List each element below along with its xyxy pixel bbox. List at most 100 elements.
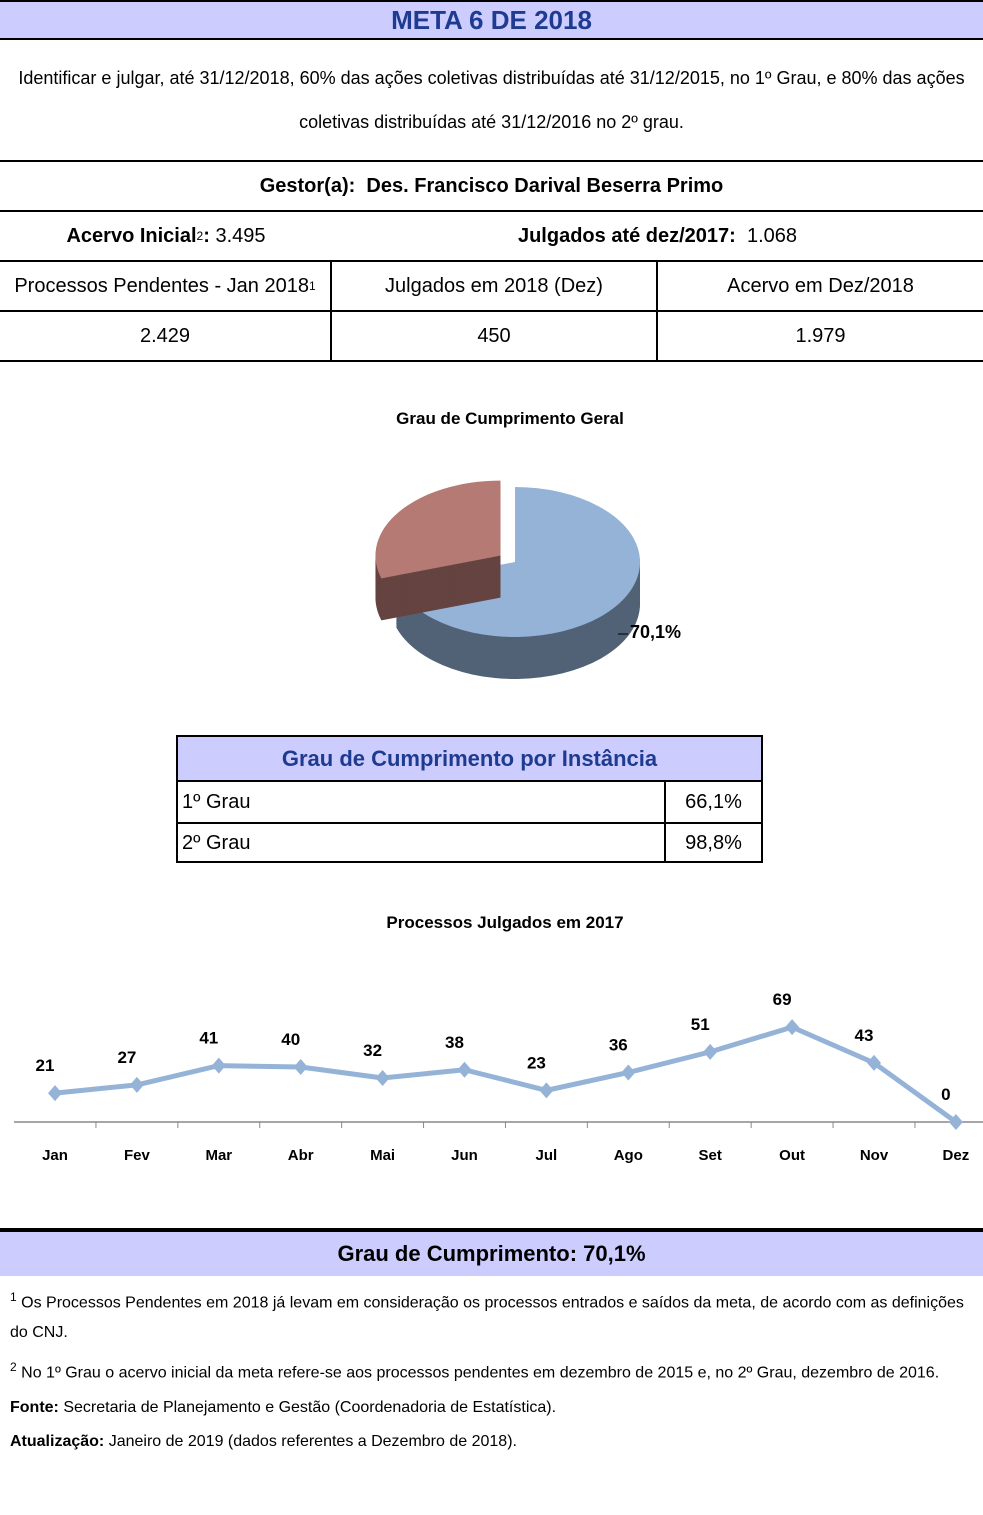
data-label: 21 (36, 1056, 55, 1075)
x-tick-label: Ago (614, 1147, 643, 1164)
title-row: META 6 DE 2018 (0, 0, 983, 40)
data-label: 27 (117, 1048, 136, 1067)
judged-value: 1.068 (746, 224, 798, 247)
value-text: 450 (477, 324, 511, 347)
header-cell: Processos Pendentes - Jan 2018 1 (0, 262, 332, 310)
x-tick-label: Jan (42, 1147, 68, 1164)
instance-label: 2º Grau (178, 824, 666, 863)
line-point (48, 1085, 62, 1102)
line-chart: Processos Julgados em 2017 Jan Fev Mar Abr M… (14, 913, 983, 1164)
header-note: 1 (308, 279, 316, 293)
manager-name: Des. Francisco Darival Beserra Primo (366, 174, 724, 197)
source-text: Secretaria de Planejamento e Gestão (Coo… (63, 1398, 557, 1416)
judged-label: Julgados até dez/2017: (517, 224, 736, 247)
line-point (948, 1114, 963, 1130)
line-point (293, 1059, 308, 1075)
header-cell: Acervo em Dez/2018 (658, 262, 983, 310)
x-tick-label: Mar (205, 1147, 232, 1164)
initial-value: 3.495 (215, 224, 266, 247)
source: Fonte: Secretaria de Planejamento e Gest… (10, 1393, 975, 1423)
notes-border (0, 1228, 983, 1515)
pie-chart: Grau de Cumprimento Geral 70,1% (375, 409, 681, 679)
note: 1 Os Processos Pendentes em 2018 já leva… (10, 1282, 975, 1348)
data-label: 41 (199, 1029, 218, 1048)
instance-value: 66,1% (685, 790, 742, 813)
data-label: 40 (281, 1030, 300, 1049)
update-text: Janeiro de 2019 (dados referentes a Deze… (108, 1432, 517, 1450)
description-row: Identificar e julgar, até 31/12/2018, 60… (0, 40, 983, 162)
note-text: Os Processos Pendentes em 2018 já levam … (10, 1294, 964, 1342)
footer-row: Grau de Cumprimento: 70,1% (0, 1230, 983, 1276)
note: 2 No 1º Grau o acervo inicial da meta re… (10, 1352, 975, 1388)
x-tick-label: Out (779, 1147, 805, 1164)
title: META 6 DE 2018 (391, 4, 592, 35)
initial-cell: Acervo Inicial 2: 3.495 (0, 212, 332, 260)
x-tick-label: Nov (860, 1147, 889, 1164)
value-row: 2.429 450 1.979 (0, 312, 983, 362)
value-text: 1.979 (795, 324, 846, 347)
x-tick-label: Jul (536, 1147, 558, 1164)
pie-label: 70,1% (630, 622, 681, 642)
instance-title: Grau de Cumprimento por Instância (281, 745, 658, 771)
data-label: 36 (609, 1036, 628, 1055)
note-mark: 1 (10, 1290, 17, 1304)
instance-value: 98,8% (685, 832, 742, 854)
instance-table: Grau de Cumprimento por Instância 1º Gra… (176, 735, 763, 863)
value-cell: 2.429 (0, 312, 332, 360)
line-point (703, 1043, 718, 1060)
data-label: 43 (855, 1026, 874, 1045)
value-cell: 450 (332, 312, 658, 360)
data-label: 69 (773, 990, 792, 1009)
instance-row: 1º Grau 66,1% (178, 782, 761, 824)
header-text: Processos Pendentes - Jan 2018 (14, 274, 309, 297)
update-label: Atualização: (10, 1432, 105, 1450)
line-point (785, 1019, 800, 1036)
line-point (375, 1070, 390, 1086)
line-title: Processos Julgados em 2017 (386, 913, 623, 932)
data-label: 0 (941, 1085, 950, 1104)
line-point (129, 1076, 144, 1093)
source-label: Fonte: (10, 1398, 59, 1416)
update: Atualização: Janeiro de 2019 (dados refe… (10, 1427, 975, 1457)
data-label: 23 (527, 1053, 546, 1072)
initial-label: Acervo Inicial (66, 224, 197, 247)
initial-note: 2 (196, 229, 204, 243)
judged-cell: Julgados até dez/2017: 1.068 (332, 212, 983, 260)
initial-separator: : (203, 224, 210, 247)
line-point (457, 1061, 472, 1078)
line-point (539, 1082, 554, 1099)
value-text: 2.429 (139, 324, 191, 347)
header-row: Processos Pendentes - Jan 2018 1 Julgados… (0, 262, 983, 312)
notes: 1 Os Processos Pendentes em 2018 já leva… (10, 1282, 975, 1461)
manager-label: Gestor(a): (259, 174, 356, 197)
data-label: 38 (445, 1033, 464, 1052)
header-text: Acervo em Dez/2018 (727, 274, 914, 297)
note-mark: 2 (10, 1360, 17, 1375)
data-label: 51 (691, 1015, 710, 1034)
summary-row: Acervo Inicial 2: 3.495 Julgados até dez/… (0, 212, 983, 262)
data-label: 32 (363, 1041, 382, 1060)
value-cell: 1.979 (658, 312, 983, 360)
pie-slice (375, 480, 501, 579)
instance-title-row: Grau de Cumprimento por Instância (178, 737, 761, 782)
instance-row: 2º Grau 98,8% (178, 824, 761, 863)
x-tick-label: Set (699, 1147, 722, 1164)
line-point (621, 1064, 636, 1081)
note-text: No 1º Grau o acervo inicial da meta refe… (21, 1364, 940, 1382)
x-tick-label: Abr (288, 1147, 314, 1164)
footer-text: Grau de Cumprimento: 70,1% (337, 1241, 646, 1266)
description: Identificar e julgar, até 31/12/2018, 60… (18, 68, 965, 132)
x-tick-label: Fev (124, 1147, 151, 1164)
header-text: Julgados em 2018 (Dez) (385, 274, 603, 297)
line-point (211, 1057, 226, 1074)
instance-label: 1º Grau (178, 782, 666, 822)
x-tick-label: Jun (451, 1147, 478, 1164)
line-point (867, 1054, 881, 1071)
line-series (54, 1024, 958, 1125)
pie-title: Grau de Cumprimento Geral (396, 409, 624, 428)
x-tick-label: Mai (370, 1147, 395, 1164)
x-tick-label: Dez (943, 1147, 970, 1164)
header-cell: Julgados em 2018 (Dez) (332, 262, 658, 310)
manager-row: Gestor(a): Des. Francisco Darival Beserr… (0, 162, 983, 212)
